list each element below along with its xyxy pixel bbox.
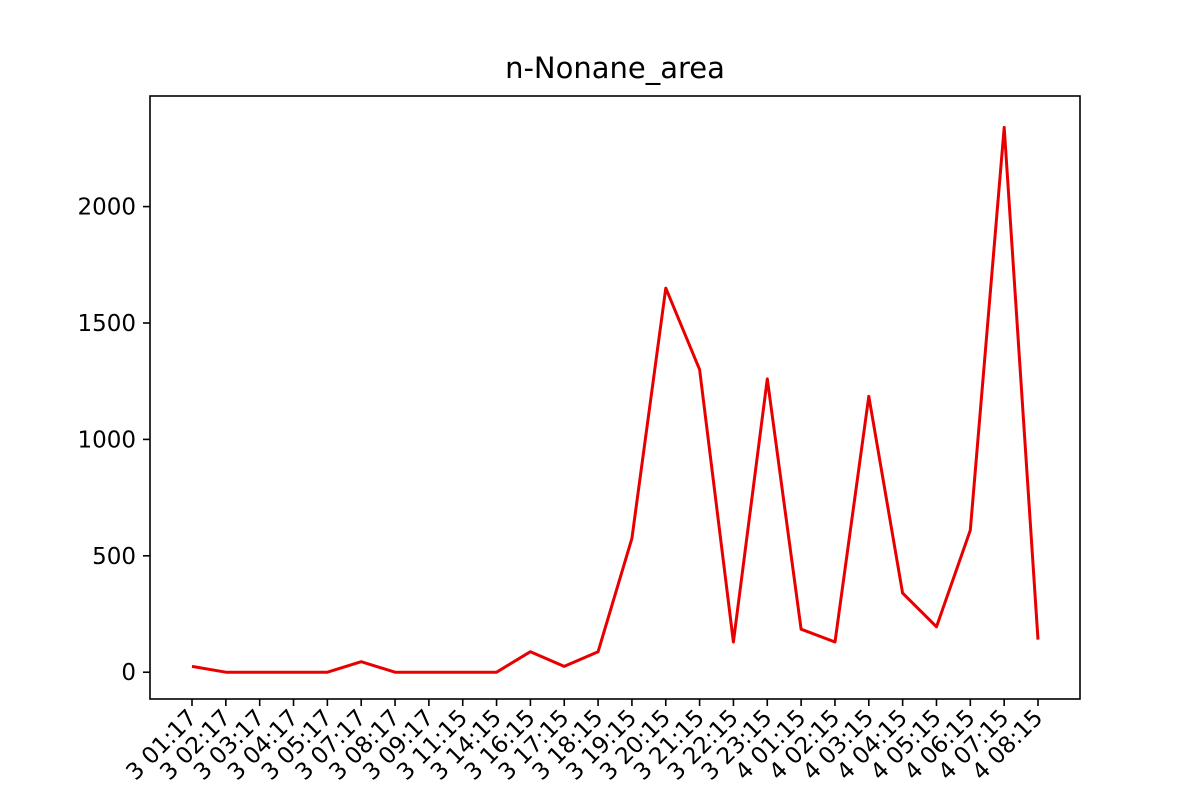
- y-tick-label: 500: [92, 544, 136, 570]
- y-tick-label: 0: [121, 660, 136, 686]
- y-tick-label: 2000: [77, 195, 136, 221]
- plot-area-frame: [149, 95, 1081, 700]
- y-tick-label: 1000: [77, 427, 136, 453]
- y-tick-label: 1500: [77, 311, 136, 337]
- series-line: [191, 125, 1040, 674]
- series-layer: [191, 125, 1040, 674]
- y-axis: 0 500 1000 1500 2000: [77, 195, 150, 686]
- x-axis: 3 01:173 02:173 03:173 04:173 05:173 07:…: [121, 699, 1048, 786]
- chart-title: n-Nonane_area: [505, 51, 725, 85]
